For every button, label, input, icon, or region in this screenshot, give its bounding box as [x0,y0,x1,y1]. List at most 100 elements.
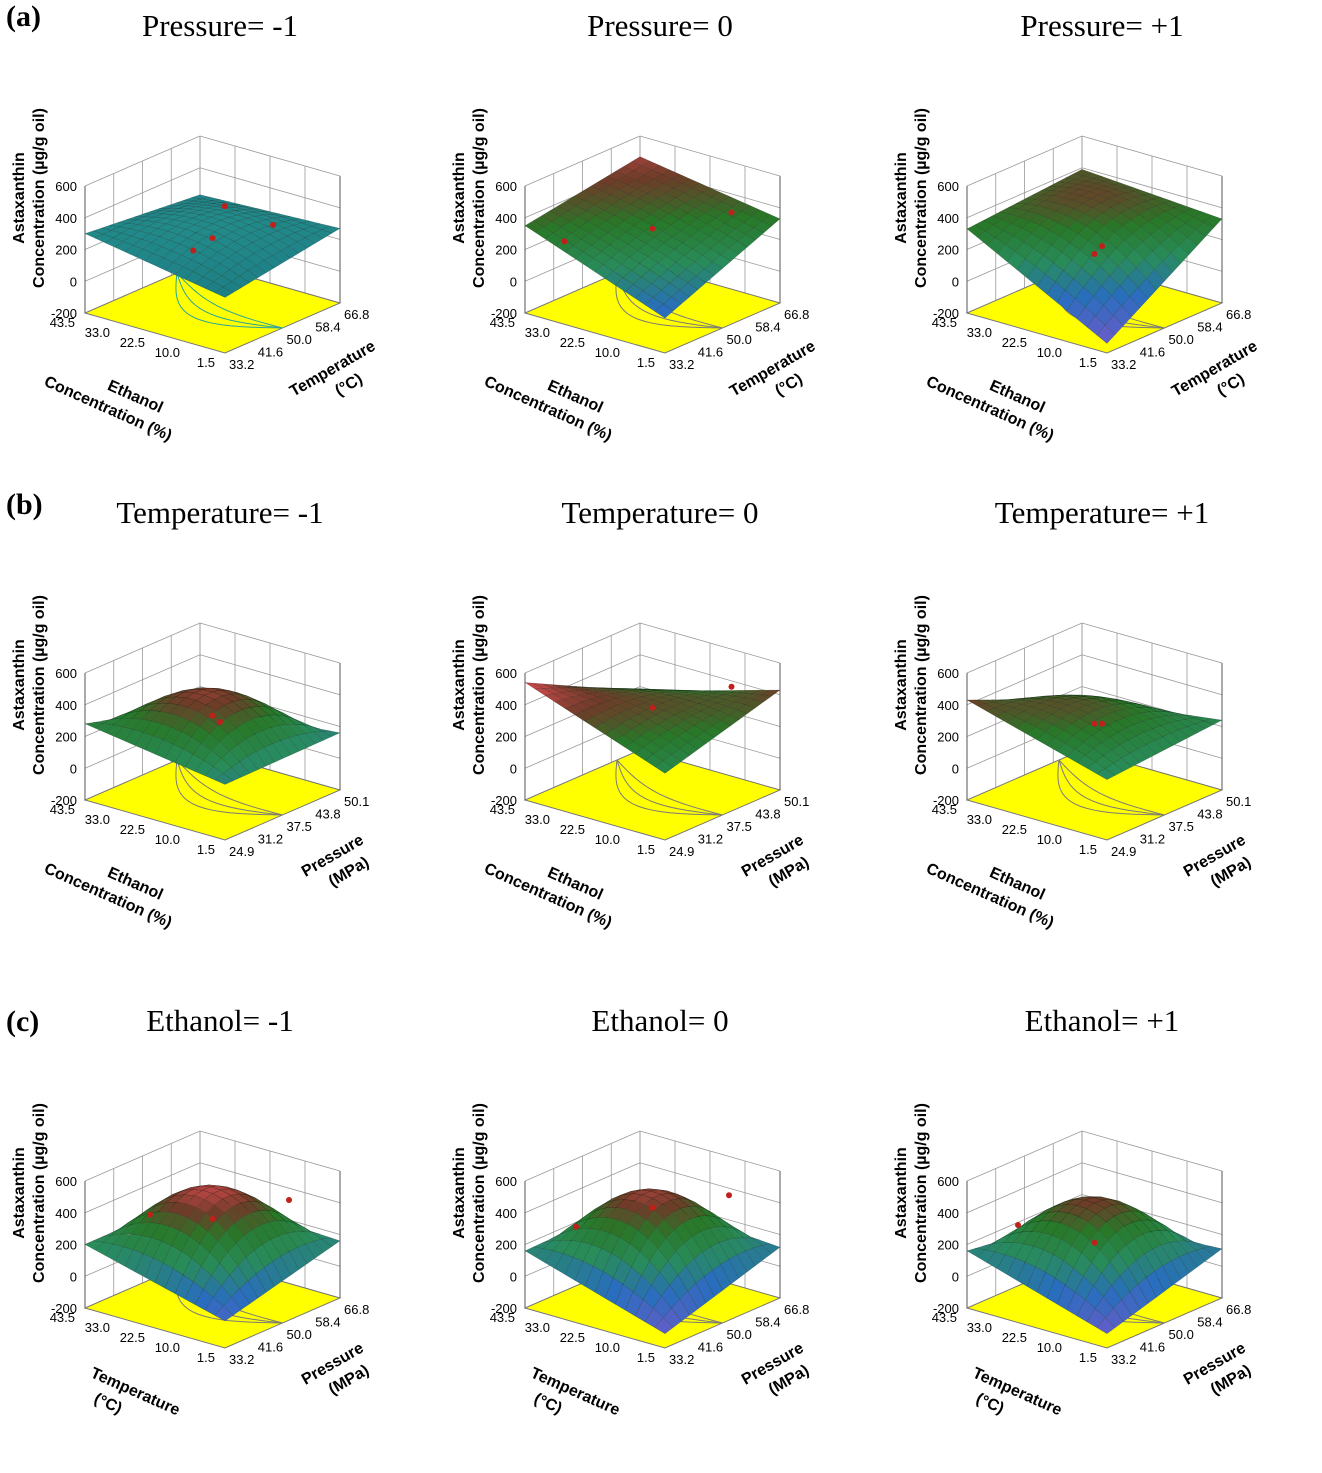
svg-text:Concentration (µg/g oil): Concentration (µg/g oil) [913,108,930,288]
y-tick-label: 50.0 [1169,1327,1194,1342]
x-tick-label: 1.5 [197,842,215,857]
x-tick-label: 43.5 [490,315,515,330]
design-point [210,713,216,719]
x-tick-label: 33.0 [967,812,992,827]
x-tick-label: 1.5 [1079,842,1097,857]
x-tick-label: 33.0 [525,1320,550,1335]
x-tick-label: 22.5 [560,822,585,837]
z-tick-label: 600 [495,666,517,681]
svg-text:Concentration (µg/g oil): Concentration (µg/g oil) [471,1103,488,1283]
design-point [650,1205,656,1211]
x-tick-label: 10.0 [155,345,180,360]
svg-text:Temperature: Temperature [287,338,378,401]
z-tick-label: 200 [937,1238,959,1253]
z-tick-label: 400 [495,1206,517,1221]
response-surface [525,683,780,774]
z-tick-label: 600 [55,1174,77,1189]
y-axis-label: Temperature(°C) [287,338,389,420]
y-tick-label: 24.9 [1111,844,1136,859]
z-tick-label: 200 [55,243,77,258]
z-tick-label: 600 [937,1174,959,1189]
svg-text:Concentration (µg/g oil): Concentration (µg/g oil) [913,595,930,775]
z-tick-label: 0 [70,274,77,289]
x-tick-label: 1.5 [197,1350,215,1365]
x-tick-label: 1.5 [197,355,215,370]
design-point [286,1197,292,1203]
z-tick-label: 600 [55,666,77,681]
y-tick-label: 50.0 [727,332,752,347]
y-tick-label: 41.6 [698,1340,723,1355]
y-axis-label: Pressure(MPa) [1181,1340,1260,1408]
x-tick-label: 43.5 [490,1310,515,1325]
y-tick-label: 50.1 [784,794,809,809]
y-tick-label: 41.6 [1140,345,1165,360]
wall-gridline [967,1131,1222,1181]
design-point [650,705,656,711]
z-tick-label: 0 [510,1269,517,1284]
wall-gridline [85,136,340,186]
surface-plot: -20002004006001.510.022.533.043.524.931.… [0,495,440,965]
x-tick-label: 43.5 [50,315,75,330]
y-tick-label: 41.6 [258,1340,283,1355]
x-tick-label: 33.0 [967,1320,992,1335]
y-tick-label: 50.0 [287,332,312,347]
y-tick-label: 33.2 [229,1352,254,1367]
svg-text:Astaxanthin: Astaxanthin [451,639,468,731]
design-point [1099,721,1105,727]
z-tick-label: 0 [952,1269,959,1284]
x-tick-label: 43.5 [50,1310,75,1325]
response-surface [85,195,340,298]
y-tick-label: 58.4 [755,320,780,335]
x-tick-label: 22.5 [1002,1330,1027,1345]
y-tick-label: 58.4 [1197,1315,1222,1330]
design-point [217,719,223,725]
y-tick-label: 58.4 [755,1315,780,1330]
x-axis-label: Temperature(°C) [961,1365,1064,1440]
y-tick-label: 50.0 [287,1327,312,1342]
svg-text:Concentration (µg/g oil): Concentration (µg/g oil) [31,595,48,775]
response-surface [85,688,340,785]
surface-plot: -20002004006001.510.022.533.043.533.241.… [440,1003,880,1473]
x-tick-label: 1.5 [1079,355,1097,370]
x-tick-label: 22.5 [560,1330,585,1345]
svg-text:Concentration (µg/g oil): Concentration (µg/g oil) [31,108,48,288]
z-tick-label: 400 [937,698,959,713]
surface-plot: -20002004006001.510.022.533.043.533.241.… [0,8,440,478]
x-tick-label: 22.5 [1002,335,1027,350]
z-tick-label: 600 [937,666,959,681]
wall-gridline [525,623,780,673]
design-point [729,209,735,215]
y-tick-label: 58.4 [315,320,340,335]
y-tick-label: 66.8 [1226,307,1251,322]
y-tick-label: 43.8 [755,807,780,822]
design-point [726,1192,732,1198]
surface-plot: -20002004006001.510.022.533.043.533.241.… [0,1003,440,1473]
design-point [210,235,216,241]
design-point [190,248,196,254]
z-tick-label: 400 [495,211,517,226]
z-tick-label: 200 [55,730,77,745]
y-tick-label: 31.2 [258,832,283,847]
y-axis-label: Pressure(MPa) [1181,832,1260,900]
y-axis-label: Pressure(MPa) [739,1340,818,1408]
